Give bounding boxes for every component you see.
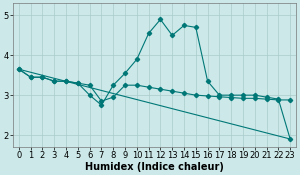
X-axis label: Humidex (Indice chaleur): Humidex (Indice chaleur)	[85, 162, 224, 172]
